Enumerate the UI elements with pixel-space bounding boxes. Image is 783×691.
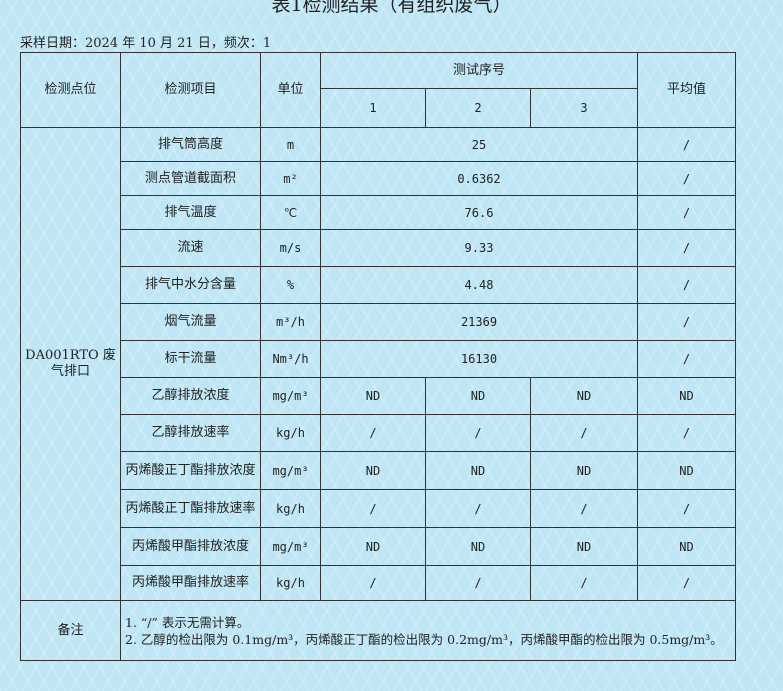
avg-cell: / xyxy=(637,195,736,230)
unit-cell: kg/h xyxy=(260,414,321,452)
value-cell: 4.48 xyxy=(320,266,638,304)
table-row: 丙烯酸正丁酯排放浓度 mg/m³ ND ND ND ND xyxy=(21,451,736,490)
item-cell: 丙烯酸甲酯排放浓度 xyxy=(120,527,261,566)
value-cell: ND xyxy=(320,377,426,415)
value-cell: / xyxy=(320,414,426,452)
value-cell: / xyxy=(530,489,638,528)
table-row: 标干流量 Nm³/h 16130/ xyxy=(21,340,736,378)
value-cell: ND xyxy=(530,527,638,566)
avg-cell: / xyxy=(637,161,736,196)
avg-cell: ND xyxy=(637,527,736,566)
unit-cell: m xyxy=(260,127,321,162)
item-cell: 乙醇排放速率 xyxy=(120,414,261,452)
value-cell: / xyxy=(320,565,426,601)
table-row: 烟气流量 m³/h 21369/ xyxy=(21,303,736,341)
avg-cell: / xyxy=(637,229,736,267)
notes-content: 1. “/” 表示无需计算。 2. 乙醇的检出限为 0.1mg/m³，丙烯酸正丁酯… xyxy=(120,600,736,661)
value-cell: / xyxy=(530,565,638,601)
unit-cell: mg/m³ xyxy=(260,451,321,490)
table-row: 排气温度 ℃ 76.6/ xyxy=(21,195,736,230)
value-cell: ND xyxy=(320,451,426,490)
item-cell: 测点管道截面积 xyxy=(120,161,261,196)
value-cell: / xyxy=(425,414,531,452)
table-row: 丙烯酸正丁酯排放速率 kg/h / / / / xyxy=(21,489,736,528)
item-cell: 排气温度 xyxy=(120,195,261,230)
avg-cell: / xyxy=(637,565,736,601)
avg-cell: ND xyxy=(637,377,736,415)
avg-cell: / xyxy=(637,127,736,162)
avg-cell: / xyxy=(637,414,736,452)
item-cell: 流速 xyxy=(120,229,261,267)
item-cell: 丙烯酸正丁酯排放速率 xyxy=(120,489,261,528)
value-cell: 25 xyxy=(320,127,638,162)
header-avg: 平均值 xyxy=(637,52,736,128)
header-item: 检测项目 xyxy=(120,52,261,128)
unit-cell: m² xyxy=(260,161,321,196)
value-cell: / xyxy=(425,489,531,528)
item-cell: 排气中水分含量 xyxy=(120,266,261,304)
table-title: 表1检测结果（有组织废气） xyxy=(271,0,512,16)
unit-cell: m/s xyxy=(260,229,321,267)
unit-cell: kg/h xyxy=(260,489,321,528)
value-cell: / xyxy=(320,489,426,528)
value-cell: ND xyxy=(425,377,531,415)
header-unit: 单位 xyxy=(260,52,321,128)
value-cell: ND xyxy=(530,451,638,490)
value-cell: ND xyxy=(425,527,531,566)
table-row: 丙烯酸甲酯排放速率 kg/h / / / / xyxy=(21,565,736,601)
value-cell: ND xyxy=(425,451,531,490)
sampling-info: 采样日期：2024 年 10 月 21 日，频次：1 xyxy=(20,36,272,51)
item-cell: 标干流量 xyxy=(120,340,261,378)
notes-label: 备注 xyxy=(20,600,121,661)
unit-cell: mg/m³ xyxy=(260,527,321,566)
header-t2: 2 xyxy=(425,88,531,128)
item-cell: 烟气流量 xyxy=(120,303,261,341)
note-2: 2. 乙醇的检出限为 0.1mg/m³，丙烯酸正丁酯的检出限为 0.2mg/m³… xyxy=(125,631,723,647)
table-row: DA001RTO 废气排口 排气筒高度 m 25/ xyxy=(20,127,736,601)
value-cell: 9.33 xyxy=(320,229,638,267)
item-cell: 丙烯酸正丁酯排放浓度 xyxy=(120,451,261,490)
header-test-no: 测试序号 xyxy=(320,52,638,89)
results-table: 检测点位 检测项目 单位 测试序号 平均值 1 2 3 DA001RTO 废气排… xyxy=(20,52,736,661)
avg-cell: / xyxy=(637,303,736,341)
table-row: 流速 m/s 9.33/ xyxy=(21,229,736,267)
header-point: 检测点位 xyxy=(20,52,121,128)
value-cell: / xyxy=(530,414,638,452)
avg-cell: ND xyxy=(637,451,736,490)
value-cell: ND xyxy=(320,527,426,566)
avg-cell: / xyxy=(637,340,736,378)
value-cell: 76.6 xyxy=(320,195,638,230)
table-row: 排气中水分含量% 4.48/ xyxy=(21,266,736,304)
table-row: 乙醇排放速率 kg/h / / / / xyxy=(21,414,736,452)
value-cell: / xyxy=(425,565,531,601)
note-1: 1. “/” 表示无需计算。 xyxy=(125,614,250,630)
unit-cell: ℃ xyxy=(260,195,321,230)
item-cell: 排气筒高度 xyxy=(120,127,261,162)
header-t1: 1 xyxy=(320,88,426,128)
item-cell: 丙烯酸甲酯排放速率 xyxy=(120,565,261,601)
unit-cell: kg/h xyxy=(260,565,321,601)
unit-cell: mg/m³ xyxy=(260,377,321,415)
item-cell: 乙醇排放浓度 xyxy=(120,377,261,415)
avg-cell: / xyxy=(637,266,736,304)
value-cell: ND xyxy=(530,377,638,415)
value-cell: 16130 xyxy=(320,340,638,378)
table-row: 测点管道截面积 m² 0.6362/ xyxy=(21,161,736,196)
notes-row: 备注 1. “/” 表示无需计算。 2. 乙醇的检出限为 0.1mg/m³，丙烯酸正… xyxy=(20,600,736,661)
header-t3: 3 xyxy=(530,88,638,128)
value-cell: 0.6362 xyxy=(320,161,638,196)
unit-cell: m³/h xyxy=(260,303,321,341)
unit-cell: % xyxy=(260,266,321,304)
avg-cell: / xyxy=(637,489,736,528)
unit-cell: Nm³/h xyxy=(260,340,321,378)
value-cell: 21369 xyxy=(320,303,638,341)
table-row: 丙烯酸甲酯排放浓度 mg/m³ ND ND ND ND xyxy=(21,527,736,566)
table-row: 乙醇排放浓度 mg/m³ ND ND ND ND xyxy=(21,377,736,415)
point-cell: DA001RTO 废气排口 xyxy=(20,127,121,601)
